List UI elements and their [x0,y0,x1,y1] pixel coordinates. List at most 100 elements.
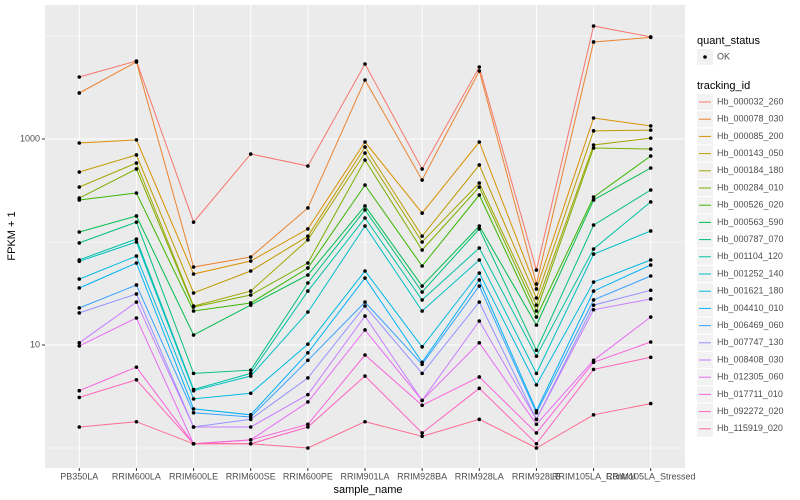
data-point [134,377,139,382]
data-point [477,193,482,197]
data-point [191,265,196,269]
data-point [477,140,482,144]
data-point [363,353,367,357]
data-point [77,141,82,145]
data-point [248,441,253,446]
data-point [363,140,367,144]
data-point [534,323,539,327]
data-point [248,374,253,378]
data-point [648,297,653,301]
data-point [648,35,653,40]
data-point [134,237,139,241]
data-point [134,138,139,142]
data-point [591,198,596,202]
data-point [77,395,82,400]
data-point [420,371,424,376]
data-point [77,425,82,429]
data-point [591,195,596,199]
data-point [191,441,196,446]
data-point [134,300,139,304]
x-tick-label: RRIM901LA [340,471,389,481]
data-point [420,434,424,439]
data-point [477,341,482,345]
data-point [591,129,596,133]
x-tick-label: RRIM928LB [512,471,561,481]
data-point [534,441,539,446]
y-tick-label: 1000 [20,133,40,143]
data-point [534,446,539,450]
data-point [248,255,253,259]
data-point [420,345,424,349]
legend-label: Hb_007747_130 [717,337,784,347]
data-point [363,151,367,155]
data-point [306,261,310,265]
data-point [591,289,596,293]
data-point [77,198,82,202]
data-point [648,200,653,204]
data-point [306,238,310,242]
data-point [77,311,82,315]
legend-label: Hb_006469_060 [717,320,784,330]
data-point [191,371,196,376]
data-point [191,397,196,401]
data-point [306,227,310,231]
data-point [306,342,310,346]
data-point [306,422,310,427]
data-point [477,278,482,282]
y-axis-label: FPKM + 1 [6,211,18,260]
data-point [477,69,482,73]
data-point [77,388,82,393]
data-point [248,368,253,372]
data-point [363,419,367,424]
data-point [591,280,596,284]
legend-label: Hb_000526_020 [717,200,784,210]
data-point [134,283,139,287]
data-point [306,358,310,363]
data-point [534,431,539,435]
data-point [77,241,82,245]
data-point [248,425,253,429]
data-point [477,163,482,167]
legend-label: Hb_001252_140 [717,268,784,278]
data-point [420,362,424,367]
data-point [648,401,653,406]
data-point [134,191,139,195]
data-point [306,392,310,397]
data-point [134,316,139,320]
legend-label: Hb_001104_120 [717,251,783,261]
data-point [134,240,139,244]
data-point [363,78,367,82]
legend-label: Hb_000085_200 [717,131,784,141]
data-point [591,303,596,307]
data-point [648,263,653,267]
legend-label: Hb_008408_030 [717,354,784,364]
data-point [191,425,196,429]
data-point [477,227,482,231]
data-point [134,220,139,224]
data-point [477,185,482,189]
data-point [248,152,253,156]
data-point [420,211,424,215]
legend-label: Hb_000563_590 [717,217,784,227]
data-point [248,259,253,263]
data-point [191,291,196,295]
data-point [591,24,596,28]
data-point [477,386,482,391]
data-point [248,303,253,307]
data-point [363,276,367,280]
data-point [77,91,82,95]
data-point [534,354,539,358]
data-point [648,124,653,128]
data-point [534,268,539,272]
data-point [363,204,367,208]
data-point [477,319,482,323]
data-point [306,400,310,404]
data-point [306,376,310,380]
data-point [363,183,367,187]
data-point [306,234,310,238]
data-point [591,116,596,120]
data-point [363,145,367,149]
data-point [648,147,653,151]
legend-label: Hb_004410_010 [717,303,784,313]
